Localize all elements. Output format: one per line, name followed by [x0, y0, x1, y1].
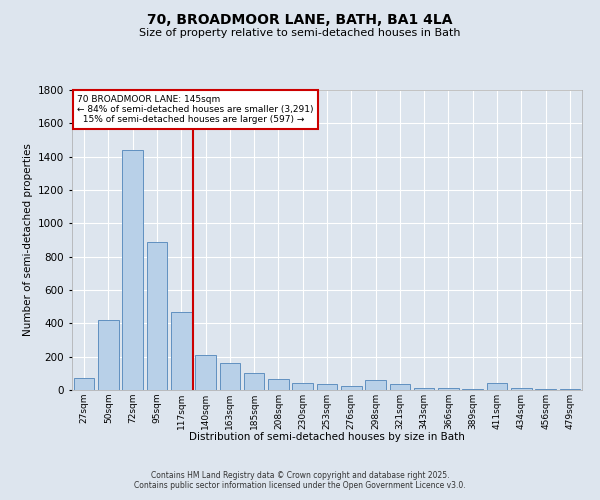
Bar	[487, 384, 508, 390]
Bar	[122, 150, 143, 390]
Bar	[511, 388, 532, 390]
Bar	[365, 380, 386, 390]
Bar	[98, 320, 119, 390]
Bar	[535, 389, 556, 390]
Bar	[195, 355, 216, 390]
Bar	[389, 384, 410, 390]
Bar	[292, 382, 313, 390]
Bar	[317, 384, 337, 390]
Text: 70, BROADMOOR LANE, BATH, BA1 4LA: 70, BROADMOOR LANE, BATH, BA1 4LA	[147, 12, 453, 26]
Bar	[244, 374, 265, 390]
Text: 70 BROADMOOR LANE: 145sqm
← 84% of semi-detached houses are smaller (3,291)
  15: 70 BROADMOOR LANE: 145sqm ← 84% of semi-…	[77, 94, 314, 124]
Text: Contains HM Land Registry data © Crown copyright and database right 2025.
Contai: Contains HM Land Registry data © Crown c…	[134, 470, 466, 490]
Bar	[560, 389, 580, 390]
Text: Distribution of semi-detached houses by size in Bath: Distribution of semi-detached houses by …	[189, 432, 465, 442]
Text: Size of property relative to semi-detached houses in Bath: Size of property relative to semi-detach…	[139, 28, 461, 38]
Bar	[341, 386, 362, 390]
Bar	[463, 389, 483, 390]
Y-axis label: Number of semi-detached properties: Number of semi-detached properties	[23, 144, 32, 336]
Bar	[146, 242, 167, 390]
Bar	[220, 364, 240, 390]
Bar	[268, 379, 289, 390]
Bar	[171, 312, 191, 390]
Bar	[414, 388, 434, 390]
Bar	[438, 388, 459, 390]
Bar	[74, 378, 94, 390]
